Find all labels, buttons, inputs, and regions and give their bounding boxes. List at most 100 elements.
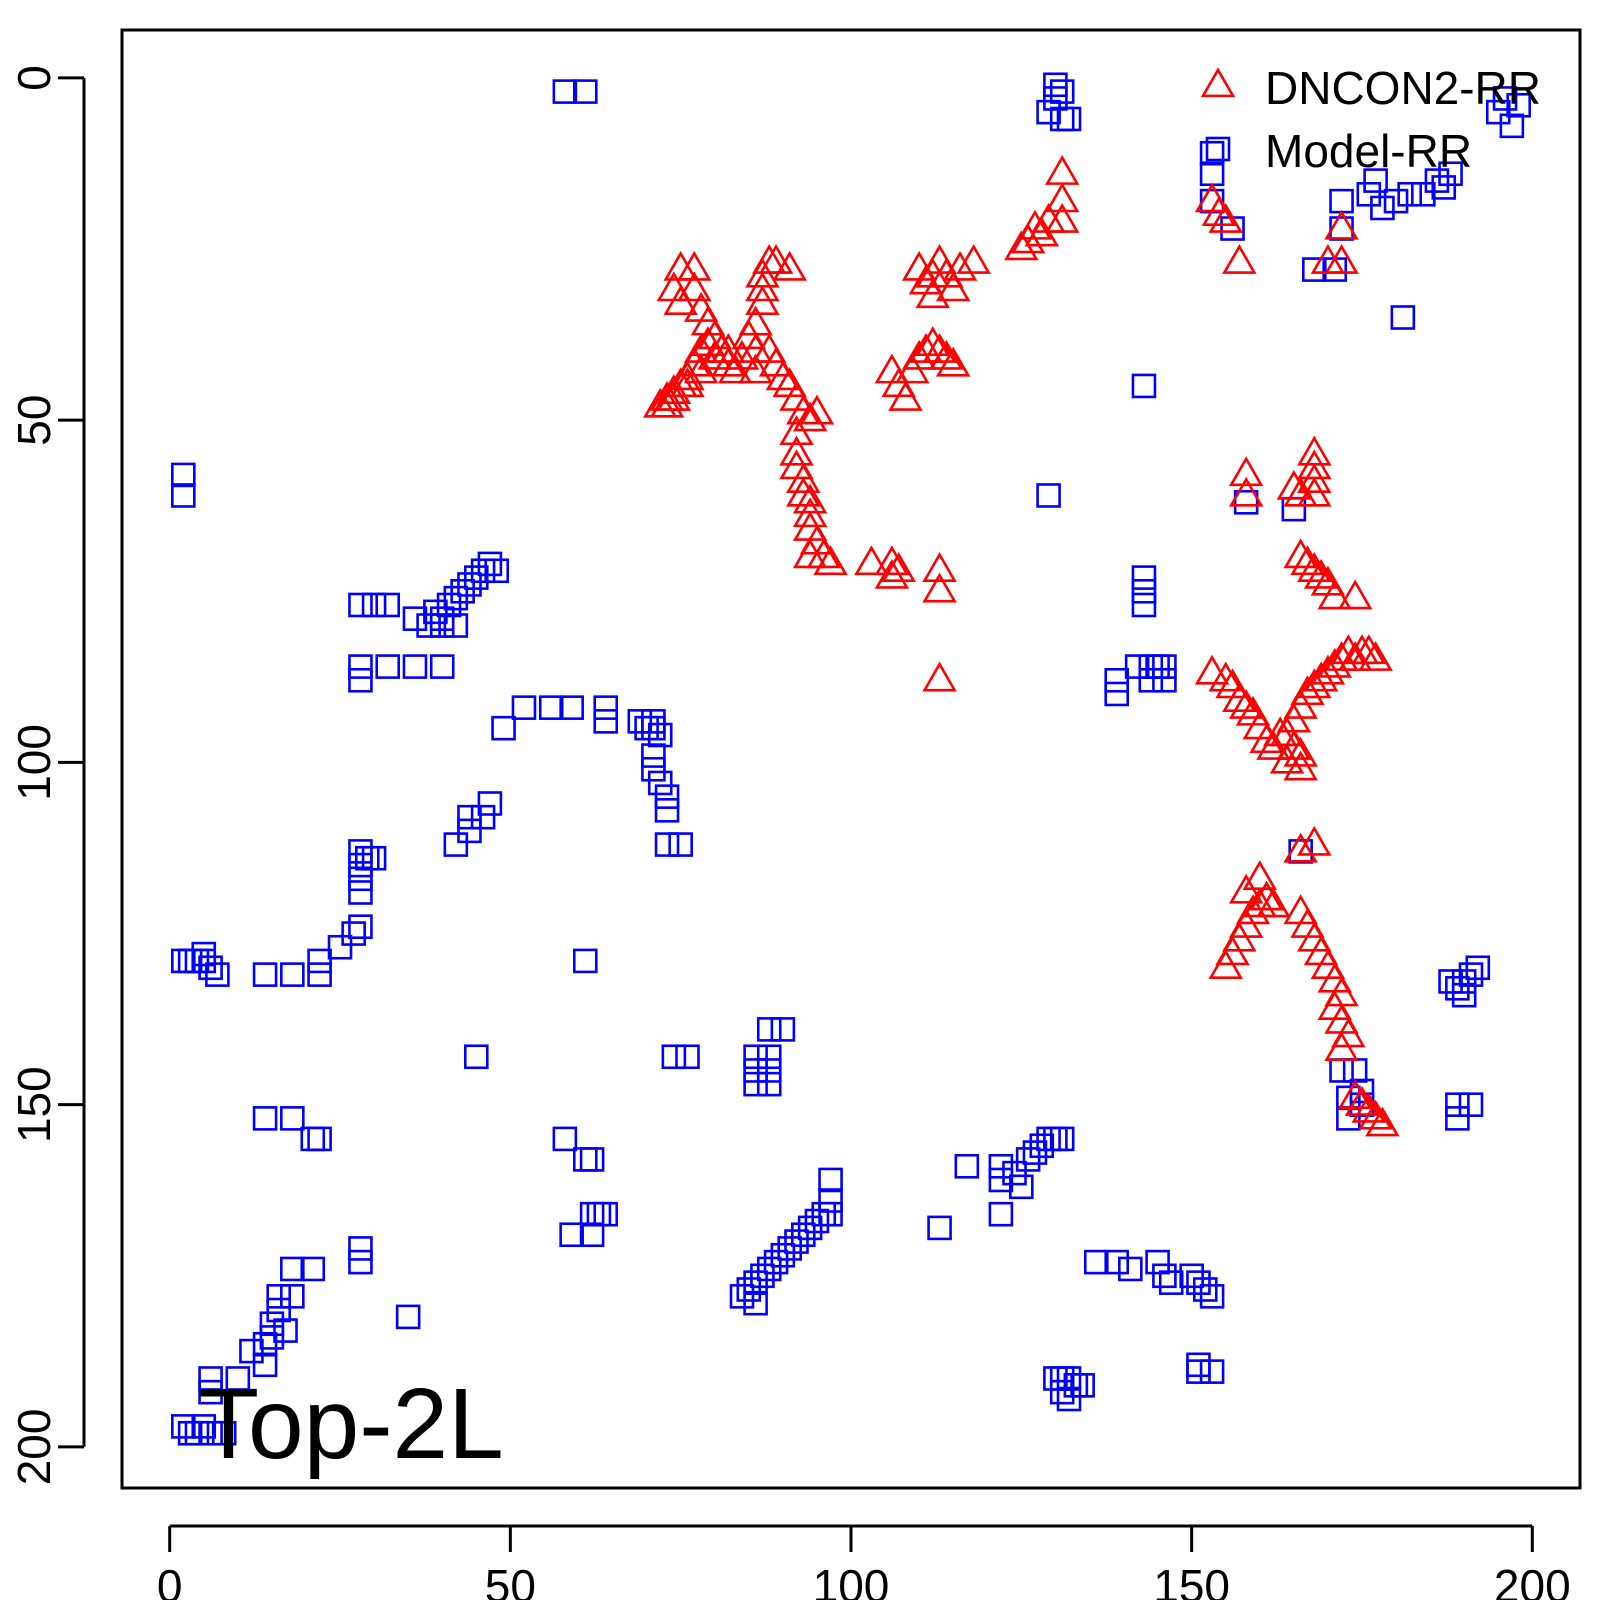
model-rr-point [1445,1092,1470,1117]
model-rr-point [1301,257,1327,282]
model-rr-point [198,955,223,981]
dncon2-rr-point [786,476,821,507]
model-rr-point [280,1256,305,1282]
dncon2-rr-point [935,346,971,377]
model-rr-point [743,1270,768,1295]
dncon2-rr-point [779,415,814,446]
legend-square-icon [1205,136,1231,162]
model-rr-point [361,845,387,871]
model-rr-point [1131,373,1157,399]
model-rr-point [443,832,469,857]
model-rr-point [1431,175,1457,200]
model-rr-point [729,1284,755,1309]
model-rr-point [198,1420,223,1446]
dncon2-rr-point [1324,244,1359,274]
dncon2-rr-point [1365,1106,1400,1137]
model-rr-point [280,962,305,987]
model-rr-point [348,914,373,940]
model-rr-point [784,1229,809,1254]
model-rr-point [280,1284,305,1309]
model-rr-point [668,832,693,857]
model-rr-point [252,1331,278,1357]
model-rr-point [1410,181,1436,207]
model-rr-point [988,1153,1014,1179]
model-rr-point [927,1215,952,1241]
y-tick-label: 50 [8,395,60,446]
model-rr-point [457,804,482,830]
model-rr-point [743,1058,768,1083]
model-rr-point [1124,654,1150,679]
dncon2-rr-point [1044,202,1080,233]
model-rr-point [756,1017,782,1042]
dncon2-rr-point [1222,682,1257,712]
dncon2-rr-point [792,401,828,432]
model-rr-point [770,1017,796,1042]
model-rr-point [1370,195,1395,221]
model-rr-point [1049,79,1075,104]
legend-triangle-icon [1200,67,1236,98]
model-rr-point [954,1153,980,1179]
model-rr-point [1186,1359,1211,1384]
model-rr-point [252,962,278,987]
dncon2-rr-point [1256,887,1291,918]
dncon2-rr-point [1324,209,1359,240]
model-rr-point [804,1208,830,1234]
model-rr-point [511,695,537,720]
model-rr-point [1056,1386,1082,1412]
model-rr-point [593,1201,619,1227]
model-rr-point [205,962,230,987]
dncon2-rr-point [1276,730,1312,760]
dncon2-rr-point [792,497,828,528]
dncon2-rr-point [922,661,957,692]
x-tick-label: 0 [157,1560,183,1600]
model-rr-point [450,578,475,604]
model-rr-point [552,79,578,104]
model-rr-point [252,1352,278,1378]
model-rr-point [538,695,564,720]
model-rr-point [1152,667,1177,693]
model-rr-point [252,1106,278,1131]
model-rr-point [211,1420,237,1446]
model-rr-point [675,1044,700,1070]
dncon2-rr-point [724,339,760,370]
dncon2-rr-point [1283,750,1318,781]
model-rr-point [348,866,373,892]
y-tick-label: 0 [8,65,60,91]
model-rr-point [572,79,598,104]
model-rr-point [239,1338,264,1364]
y-tick-label: 200 [8,1409,60,1486]
model-rr-point [552,1126,578,1152]
model-rr-point [1131,592,1157,618]
model-rr-point [1451,969,1477,994]
dncon2-rr-point [786,463,821,493]
model-rr-point [463,1044,489,1070]
model-rr-point [1083,1249,1109,1275]
model-rr-point [641,715,666,741]
model-rr-point [736,1277,762,1302]
y-tick-label: 100 [8,724,60,801]
model-rr-point [477,551,503,577]
model-rr-point [1049,1379,1075,1405]
model-rr-point [198,1379,223,1405]
dncon2-rr-point [1317,579,1352,610]
dncon2-rr-point [1228,476,1264,507]
dncon2-rr-point [922,552,957,582]
model-rr-point [484,558,510,584]
model-rr-point [661,1044,687,1070]
dncon2-rr-point [1228,688,1264,719]
series-dncon2-rr [642,155,1400,1137]
dncon2-rr-point [1228,456,1264,487]
model-rr-point [797,1215,823,1241]
model-rr-point [423,599,448,625]
model-rr-point [593,695,619,720]
model-rr-point [756,1058,782,1083]
model-rr-point [1131,565,1157,590]
model-rr-point [307,962,332,987]
model-rr-point [1499,113,1525,139]
model-rr-point [1152,654,1177,679]
dncon2-rr-point [1262,716,1298,747]
model-rr-point [198,1366,223,1391]
dncon2-rr-point [1337,641,1373,671]
model-rr-point [818,1167,843,1193]
